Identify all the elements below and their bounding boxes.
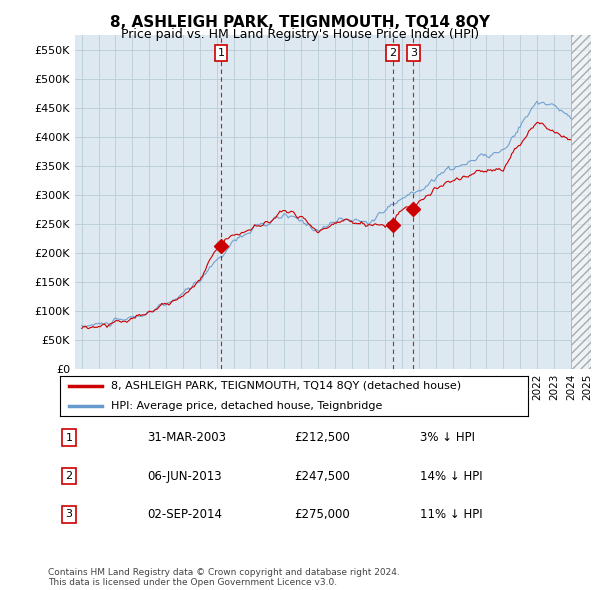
Text: 02-SEP-2014: 02-SEP-2014	[147, 508, 222, 521]
Text: 1: 1	[65, 433, 73, 442]
Text: 3: 3	[65, 510, 73, 519]
Text: 06-JUN-2013: 06-JUN-2013	[147, 470, 221, 483]
Text: 1: 1	[217, 48, 224, 58]
Text: 2: 2	[389, 48, 396, 58]
Text: 14% ↓ HPI: 14% ↓ HPI	[420, 470, 482, 483]
Text: 3% ↓ HPI: 3% ↓ HPI	[420, 431, 475, 444]
Text: HPI: Average price, detached house, Teignbridge: HPI: Average price, detached house, Teig…	[112, 401, 383, 411]
Text: 8, ASHLEIGH PARK, TEIGNMOUTH, TQ14 8QY (detached house): 8, ASHLEIGH PARK, TEIGNMOUTH, TQ14 8QY (…	[112, 381, 461, 391]
Text: 8, ASHLEIGH PARK, TEIGNMOUTH, TQ14 8QY: 8, ASHLEIGH PARK, TEIGNMOUTH, TQ14 8QY	[110, 15, 490, 30]
Text: £275,000: £275,000	[294, 508, 350, 521]
Text: 3: 3	[410, 48, 417, 58]
Bar	[571, 32, 596, 369]
Bar	[571, 32, 596, 369]
Text: 2: 2	[65, 471, 73, 481]
Text: 31-MAR-2003: 31-MAR-2003	[147, 431, 226, 444]
Text: Contains HM Land Registry data © Crown copyright and database right 2024.
This d: Contains HM Land Registry data © Crown c…	[48, 568, 400, 587]
Text: 11% ↓ HPI: 11% ↓ HPI	[420, 508, 482, 521]
Text: Price paid vs. HM Land Registry's House Price Index (HPI): Price paid vs. HM Land Registry's House …	[121, 28, 479, 41]
Text: £212,500: £212,500	[294, 431, 350, 444]
Text: £247,500: £247,500	[294, 470, 350, 483]
